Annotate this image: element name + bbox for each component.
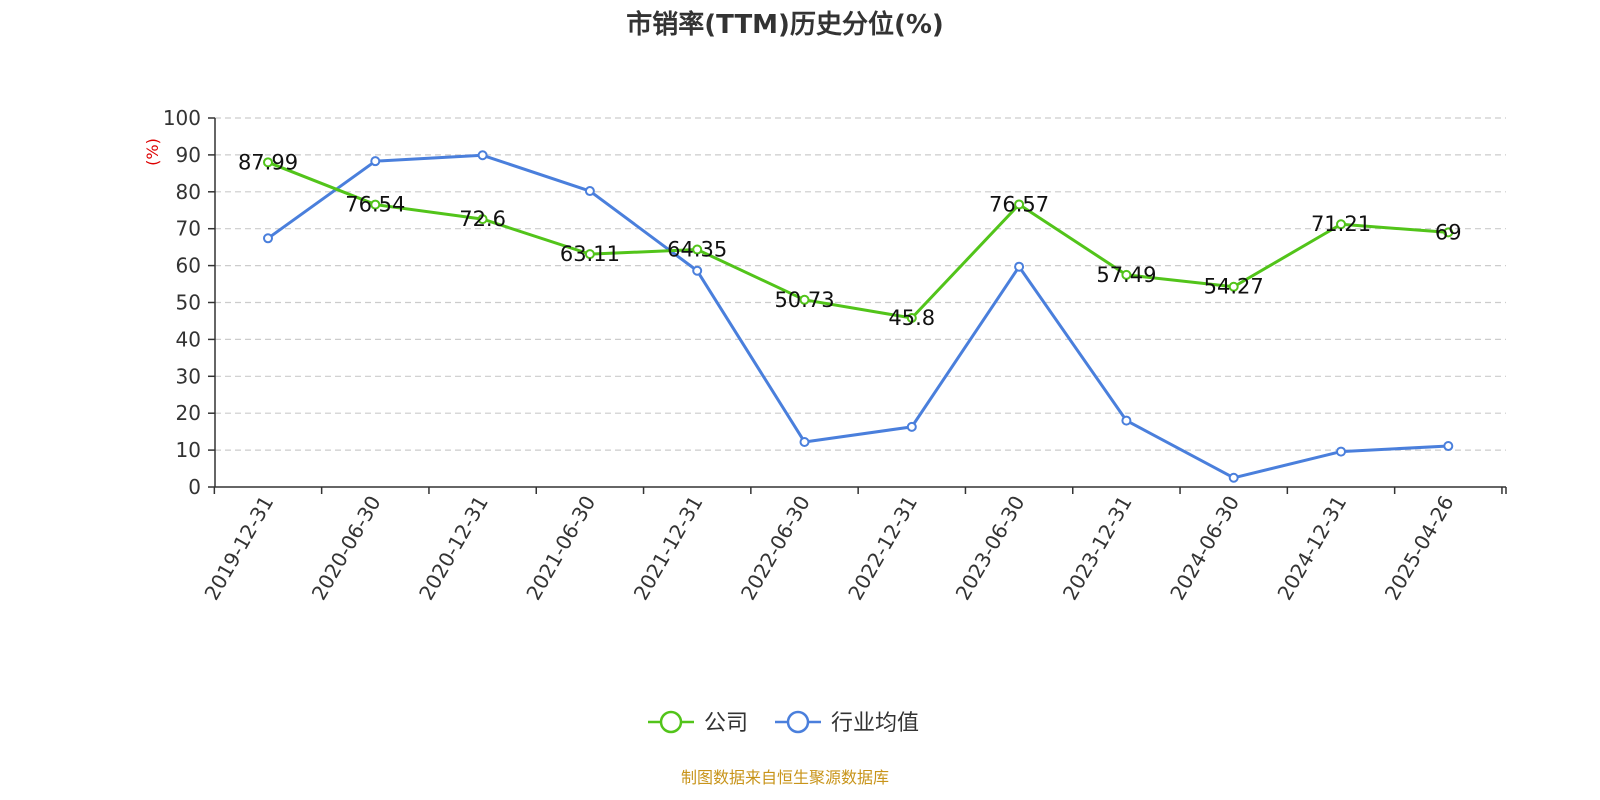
axes: 0 10 20 30 40 50 60 70 80 90 100 2019-12-31 2020-06-…: [163, 106, 1507, 605]
y-tick-label: 30: [176, 364, 201, 388]
data-label: 64.35: [667, 238, 727, 262]
data-label: 45.8: [888, 306, 935, 330]
data-point[interactable]: [584, 249, 595, 260]
data-point[interactable]: [1228, 281, 1239, 292]
data-point[interactable]: [799, 294, 810, 305]
series-industry-average: [263, 150, 1454, 483]
x-tick-label: 2019-12-31: [199, 492, 278, 605]
data-label: 63.11: [560, 242, 620, 266]
legend[interactable]: 公司 行业均值: [648, 710, 919, 736]
series-line: [267, 153, 1449, 480]
x-tick-label: 2023-12-31: [1058, 492, 1137, 605]
data-point[interactable]: [263, 157, 273, 168]
series-layer: [263, 150, 1454, 483]
line-chart: 0 10 20 30 40 50 60 70 80 90 100 2019-12-31 2020-06-…: [143, 106, 1507, 736]
data-point[interactable]: [1443, 227, 1454, 238]
data-point[interactable]: [1443, 441, 1454, 452]
data-point[interactable]: [692, 265, 703, 276]
x-tick-label: 2022-12-31: [843, 492, 922, 605]
y-tick-label: 70: [176, 217, 201, 241]
y-tick-label: 100: [163, 106, 201, 130]
data-label: 87.99: [238, 150, 298, 174]
data-point[interactable]: [1014, 261, 1025, 272]
x-tick-label: 2020-12-31: [414, 491, 493, 604]
x-tick-label: 2020-06-30: [307, 492, 386, 605]
data-point[interactable]: [370, 199, 381, 210]
x-tick-label: 2024-12-31: [1272, 492, 1351, 605]
x-tick-label: 2024-06-30: [1165, 492, 1244, 605]
data-point[interactable]: [584, 186, 595, 197]
data-point[interactable]: [799, 436, 810, 447]
data-point[interactable]: [906, 312, 917, 323]
x-tick-label: 2021-06-30: [521, 492, 600, 605]
legend-marker-icon: [659, 710, 683, 734]
series-company: [263, 157, 1454, 323]
data-point[interactable]: [477, 214, 488, 225]
x-tick-label: 2023-06-30: [951, 492, 1030, 605]
data-point[interactable]: [263, 233, 273, 244]
data-point[interactable]: [1014, 199, 1025, 210]
legend-item-company[interactable]: 公司: [648, 710, 748, 736]
x-tick-label: 2025-04-26: [1380, 492, 1459, 605]
y-tick-label: 40: [176, 327, 201, 351]
x-tick-label: 2021-12-31: [629, 492, 708, 605]
data-label: 71.21: [1311, 212, 1371, 236]
data-point[interactable]: [477, 150, 488, 161]
data-point[interactable]: [370, 156, 381, 167]
y-tick-label: 80: [176, 180, 201, 204]
y-tick-label: 0: [188, 475, 201, 499]
legend-marker-icon: [786, 710, 810, 734]
series-line: [267, 160, 1449, 320]
y-tick-label: 90: [176, 143, 201, 167]
data-point[interactable]: [1336, 219, 1346, 230]
legend-label: 公司: [704, 711, 748, 736]
x-tick-label: 2022-06-30: [736, 492, 815, 605]
data-label: 76.54: [345, 193, 405, 217]
legend-item-industry-average[interactable]: 行业均值: [775, 710, 919, 736]
data-point[interactable]: [1336, 446, 1346, 457]
y-tick-label: 60: [176, 254, 201, 278]
data-point[interactable]: [1121, 269, 1132, 280]
data-label: 76.57: [989, 192, 1049, 216]
data-point[interactable]: [692, 244, 703, 255]
y-tick-label: 20: [176, 401, 201, 425]
data-label: 72.6: [459, 207, 506, 231]
source-note: 制图数据来自恒生聚源数据库: [680, 768, 889, 787]
data-label: 50.73: [774, 288, 834, 312]
data-labels: 87.99 76.54 72.6 63.11 64.35 50.73 45.8 76.57 57…: [238, 150, 1462, 330]
y-tick-label: 50: [176, 291, 201, 315]
y-tick-label: 10: [176, 438, 201, 462]
data-label: 57.49: [1096, 263, 1156, 287]
data-point[interactable]: [1121, 415, 1132, 426]
chart-title: 市销率(TTM)历史分位(%): [626, 10, 944, 40]
data-label: 69: [1435, 220, 1462, 244]
y-axis-label: (%): [143, 138, 162, 166]
grid-lines: [215, 117, 1506, 451]
data-point[interactable]: [1228, 472, 1239, 483]
legend-label: 行业均值: [831, 711, 919, 736]
data-label: 54.27: [1204, 275, 1264, 299]
data-point[interactable]: [906, 421, 917, 432]
